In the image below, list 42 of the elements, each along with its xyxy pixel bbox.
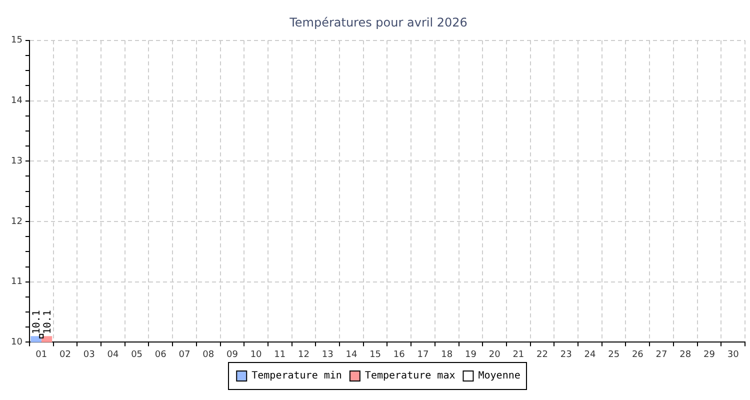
x-tick-label: 01	[36, 350, 48, 360]
y-tick-label: 12	[11, 216, 22, 227]
x-tick-label: 23	[560, 350, 572, 360]
y-tick-label: 13	[11, 156, 22, 166]
legend-label: Temperature max	[364, 370, 456, 382]
x-tick-label: 15	[370, 350, 382, 360]
x-tick-label: 24	[584, 350, 596, 360]
data-label: 10.1	[32, 310, 43, 334]
legend-label: Temperature min	[252, 370, 342, 382]
x-tick-label: 08	[202, 350, 214, 360]
x-tick-label: 11	[274, 350, 286, 360]
data-label: 10.1	[42, 310, 54, 334]
x-tick-label: 26	[632, 350, 644, 360]
x-tick-label: 13	[322, 350, 334, 360]
x-tick-label: 10	[250, 350, 262, 360]
x-tick-label: 20	[488, 350, 501, 360]
x-tick-label: 22	[536, 350, 548, 360]
y-tick-label: 10	[11, 338, 23, 348]
x-tick-label: 12	[298, 350, 310, 360]
y-tick-label: 14	[11, 96, 23, 106]
x-tick-label: 18	[441, 350, 453, 360]
x-tick-label: 09	[226, 350, 238, 360]
x-tick-label: 28	[680, 350, 692, 360]
y-tick-label: 11	[11, 277, 22, 288]
x-tick-label: 16	[393, 350, 406, 360]
x-tick-label: 21	[512, 350, 524, 360]
x-tick-label: 27	[656, 350, 668, 360]
x-tick-label: 29	[703, 350, 716, 360]
x-tick-label: 25	[608, 350, 620, 360]
x-tick-label: 03	[83, 350, 95, 360]
y-tick-label: 15	[11, 36, 22, 46]
x-tick-label: 02	[60, 350, 71, 360]
x-tick-label: 19	[464, 350, 477, 360]
x-tick-label: 04	[107, 350, 119, 360]
chart-title: Températures pour avril 2026	[288, 15, 468, 30]
x-tick-label: 14	[346, 350, 358, 360]
x-tick-label: 05	[131, 350, 143, 360]
x-tick-label: 07	[178, 350, 190, 360]
x-tick-label: 17	[417, 350, 429, 360]
x-tick-label: 30	[727, 350, 740, 360]
legend-label: Moyenne	[478, 370, 520, 382]
x-tick-label: 06	[154, 350, 167, 360]
